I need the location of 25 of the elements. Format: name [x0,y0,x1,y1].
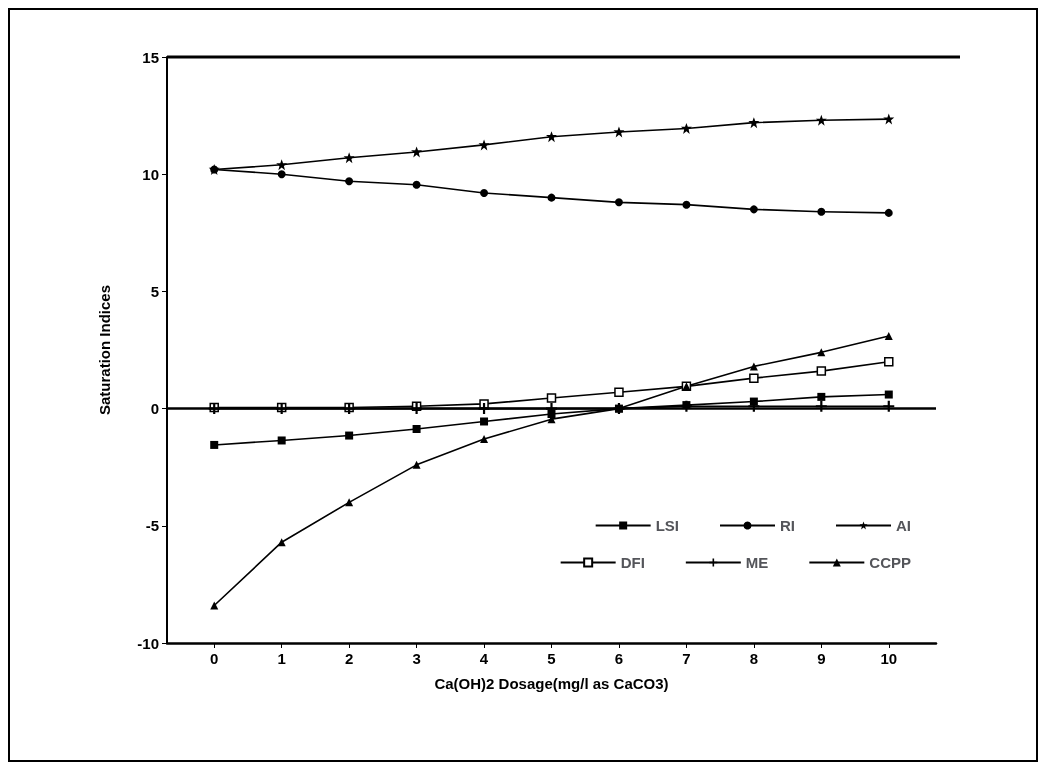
legend-label: DFI [620,554,645,571]
y-tick-label: 5 [150,282,159,300]
x-tick-label: 6 [614,650,624,667]
y-tick-label: 15 [142,48,159,66]
x-tick-label: 0 [210,650,219,667]
x-tick-label: 4 [479,650,489,667]
x-tick-label: 1 [277,650,286,667]
y-tick-label: -10 [137,634,159,652]
y-axis-title: Saturation Indices [96,284,113,416]
y-tick-label: 0 [150,400,159,418]
x-tick-label: 3 [412,650,421,667]
legend-label: LSI [655,517,680,534]
y-tick-label: 10 [142,165,159,183]
x-tick-label: 7 [682,650,691,667]
legend-label: AI [896,517,911,534]
legend-label: CCPP [869,554,912,571]
x-axis-title: Ca(OH)2 Dosage(mg/l as CaCO3) [434,675,669,692]
legend-label: RI [780,517,795,534]
x-tick-label: 2 [344,650,354,667]
y-tick-label: -5 [145,517,159,535]
x-tick-label: 10 [880,650,898,667]
x-tick-label: 9 [817,650,826,667]
legend-label: ME [745,554,769,571]
x-tick-label: 5 [547,650,556,667]
x-tick-label: 8 [749,650,759,667]
